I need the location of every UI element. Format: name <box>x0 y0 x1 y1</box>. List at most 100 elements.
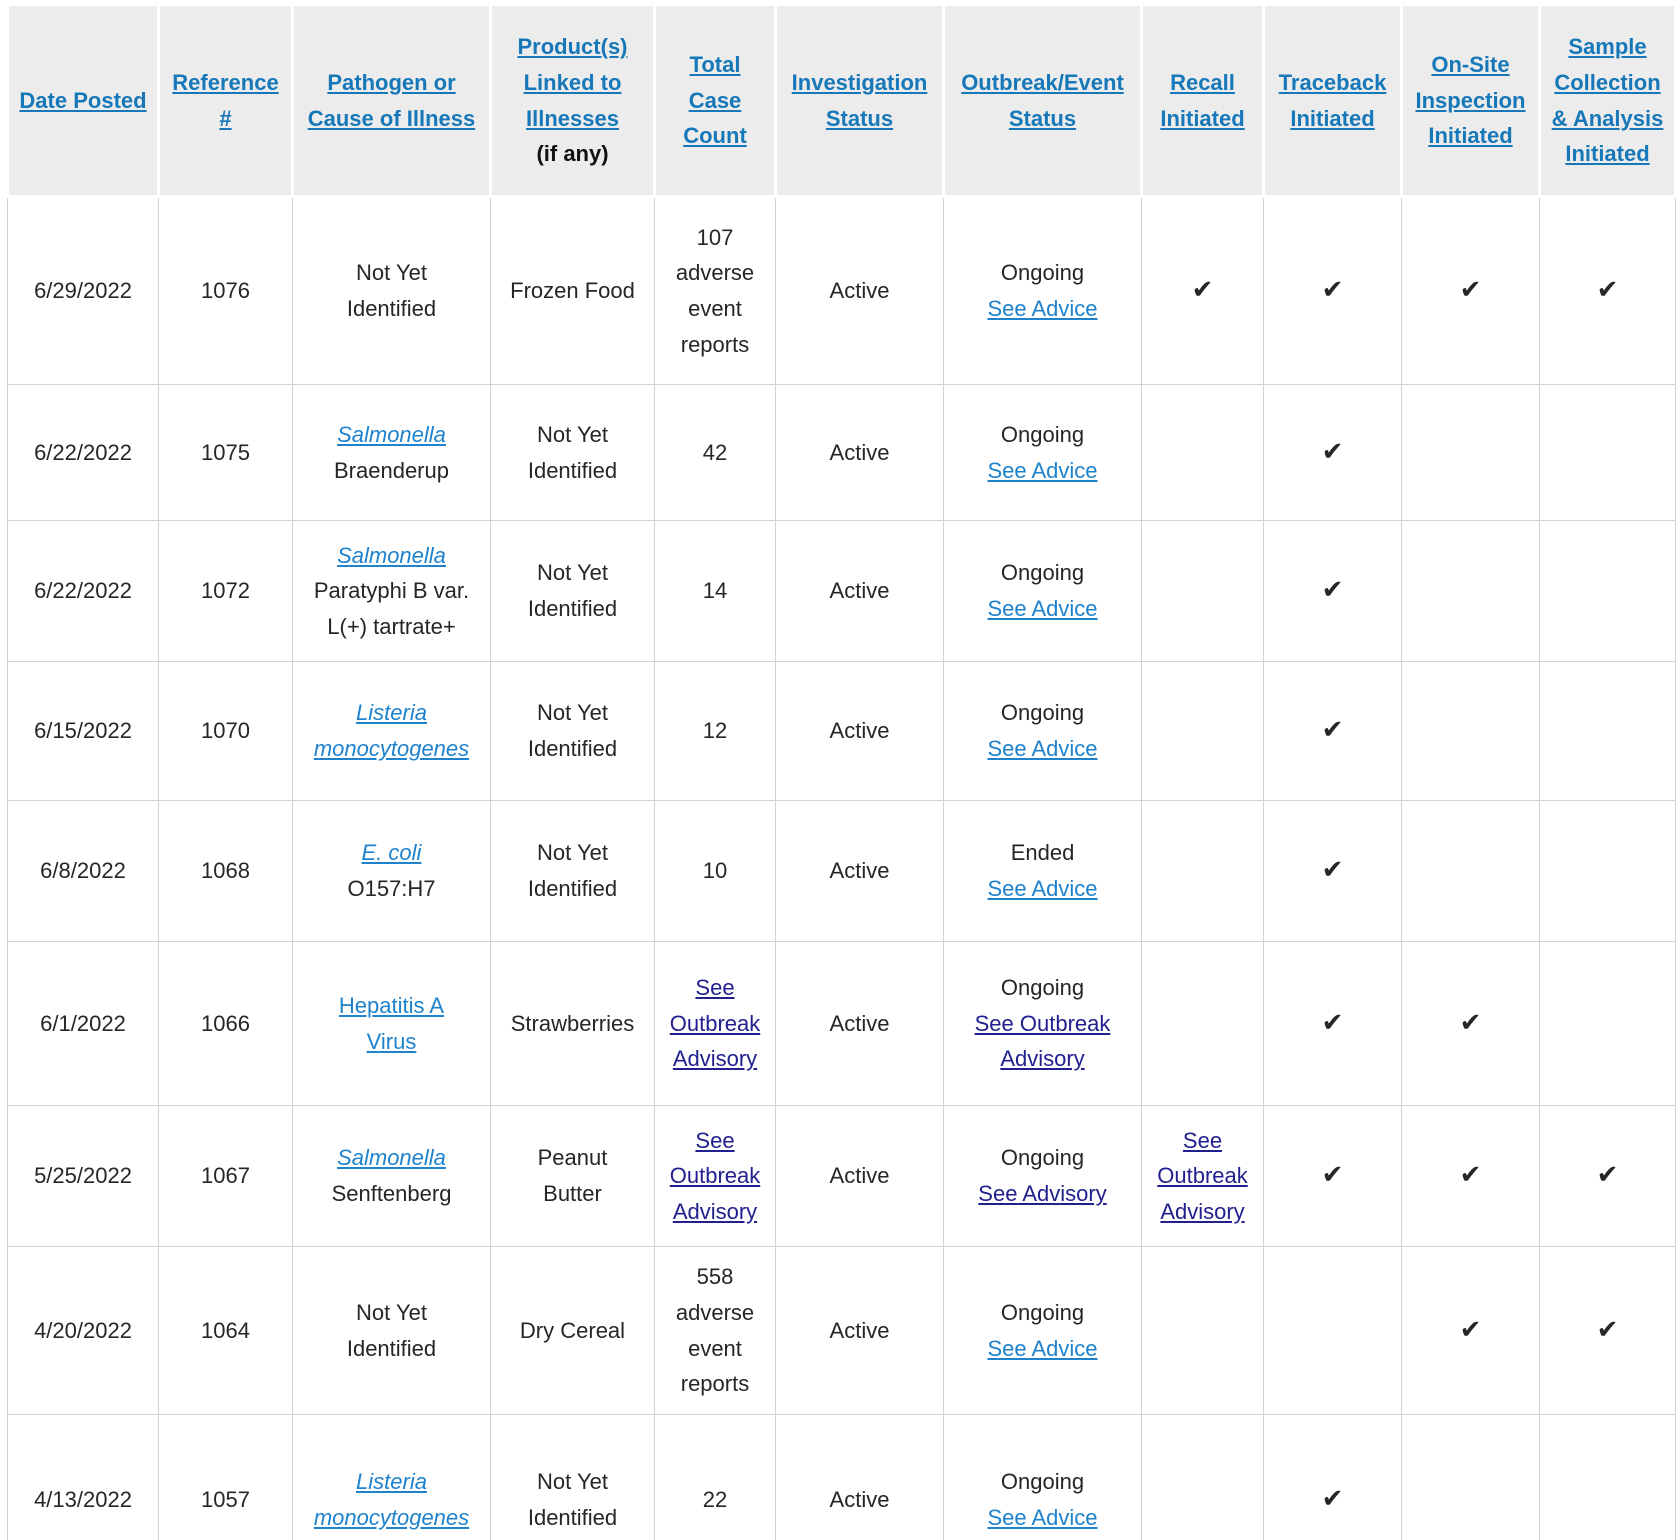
cell-case_count-text: 42 <box>702 439 728 465</box>
cell-recall <box>1141 1414 1264 1540</box>
cell-recall-visited-link[interactable]: See Outbreak Advisory <box>1157 1127 1248 1224</box>
cell-onsite <box>1401 800 1540 942</box>
header-pathogen-link[interactable]: Pathogen or Cause of Illness <box>307 69 476 131</box>
header-pathogen: Pathogen or Cause of Illness <box>291 3 492 198</box>
cell-outbreak-link[interactable]: See Advice <box>987 1335 1098 1361</box>
cell-investigation-text: Active <box>829 1317 890 1343</box>
cell-pathogen-link[interactable]: Listeria monocytogenes <box>313 1468 470 1530</box>
cell-outbreak: Ongoing See Advice <box>943 661 1142 801</box>
cell-pathogen: Salmonella Paratyphi B var. L(+) tartrate… <box>292 520 491 662</box>
header-onsite-link[interactable]: On-Site Inspection Initiated <box>1415 52 1526 149</box>
header-product-link[interactable]: Product(s) Linked to Illnesses <box>517 34 628 131</box>
cell-sample <box>1539 1414 1676 1540</box>
cell-outbreak: Ongoing See Advice <box>943 196 1142 385</box>
cell-product-text: Identified <box>527 876 618 901</box>
cell-product-text: Not Yet <box>537 560 608 586</box>
cell-case_count: 22 <box>654 1414 776 1540</box>
cell-sample <box>1539 384 1676 521</box>
cell-date-text: 5/25/2022 <box>34 1163 132 1189</box>
cell-investigation: Active <box>775 941 944 1106</box>
cell-reference: 1076 <box>158 196 293 385</box>
cell-pathogen-link[interactable]: Hepatitis A <box>338 992 445 1018</box>
cell-pathogen-link[interactable]: E. coli <box>361 840 422 866</box>
cell-reference: 1064 <box>158 1246 293 1415</box>
cell-pathogen-link[interactable]: Salmonella <box>337 421 446 447</box>
cell-sample <box>1539 520 1676 662</box>
cell-outbreak-link[interactable]: See Advice <box>987 876 1098 901</box>
check-icon: ✔ <box>1321 714 1344 745</box>
cell-outbreak-link[interactable]: See Advice <box>987 457 1098 483</box>
cell-reference-text: 1072 <box>201 578 250 604</box>
cell-product-text: Frozen Food <box>510 278 635 304</box>
cell-traceback <box>1263 1246 1402 1415</box>
cell-investigation-text: Active <box>829 1486 890 1512</box>
check-icon: ✔ <box>1459 1313 1482 1344</box>
cell-product-text: Not Yet <box>537 421 608 447</box>
cell-product-text: Strawberries <box>510 1010 635 1036</box>
cell-case_count-text: 12 <box>702 718 728 744</box>
cell-outbreak-text: Ongoing <box>1000 1468 1085 1494</box>
header-outbreak-link[interactable]: Outbreak/Event Status <box>961 69 1124 131</box>
header-product: Product(s) Linked to Illnesses (if any) <box>489 3 656 198</box>
cell-outbreak-text: Ongoing <box>1000 260 1085 286</box>
header-reference-link[interactable]: Reference # <box>172 69 279 131</box>
cell-case_count-visited-link[interactable]: See Outbreak Advisory <box>669 975 761 1072</box>
cell-recall <box>1141 520 1264 662</box>
cell-case_count-text: 14 <box>702 578 728 604</box>
cell-investigation-text: Active <box>829 718 890 744</box>
table-row: 5/25/2022 1067 Salmonella Senftenberg Peanut… <box>7 1105 1676 1247</box>
cell-product: Not Yet Identified <box>490 661 655 801</box>
cell-sample: ✔ <box>1539 1105 1676 1247</box>
cell-product: Not Yet Identified <box>490 384 655 521</box>
cell-reference: 1068 <box>158 800 293 942</box>
cell-product-text: Not Yet <box>537 1468 608 1494</box>
cell-outbreak-link[interactable]: See Advice <box>987 1504 1098 1530</box>
cell-pathogen: Salmonella Braenderup <box>292 384 491 521</box>
cell-outbreak-link[interactable]: See Advice <box>987 296 1098 321</box>
cell-traceback: ✔ <box>1263 661 1402 801</box>
cell-pathogen-link[interactable]: Listeria monocytogenes <box>313 700 470 761</box>
cell-date-text: 4/20/2022 <box>34 1317 132 1343</box>
cell-case_count: See Outbreak Advisory <box>654 1105 776 1247</box>
cell-pathogen-link[interactable]: Salmonella <box>337 1145 446 1171</box>
header-traceback-link[interactable]: Traceback Initiated <box>1278 69 1387 131</box>
header-row: Date Posted Reference # Pathogen or Cause … <box>6 3 1677 198</box>
cell-case_count-visited-link[interactable]: See Outbreak Advisory <box>669 1127 761 1224</box>
cell-reference-text: 1057 <box>201 1486 250 1512</box>
cell-investigation-text: Active <box>829 439 890 465</box>
cell-investigation-text: Active <box>829 278 890 304</box>
header-investigation-link[interactable]: Investigation Status <box>791 69 928 131</box>
cell-pathogen-link[interactable]: Salmonella <box>337 542 446 568</box>
cell-pathogen-link[interactable]: Virus <box>366 1028 417 1054</box>
cell-pathogen-text: Senftenberg <box>331 1181 452 1206</box>
cell-pathogen-text: Paratyphi B var. L(+) tartrate+ <box>313 578 470 639</box>
cell-product: Dry Cereal <box>490 1246 655 1415</box>
header-date: Date Posted <box>6 3 160 198</box>
cell-recall <box>1141 384 1264 521</box>
cell-outbreak-link[interactable]: See Advice <box>987 736 1098 761</box>
cell-date: 4/20/2022 <box>7 1246 159 1415</box>
cell-reference-text: 1070 <box>201 718 250 744</box>
header-sample-link[interactable]: Sample Collection & Analysis Initiated <box>1551 34 1664 167</box>
header-date-link[interactable]: Date Posted <box>19 87 147 113</box>
cell-case_count: 14 <box>654 520 776 662</box>
cell-recall: ✔ <box>1141 196 1264 385</box>
cell-pathogen: Salmonella Senftenberg <box>292 1105 491 1247</box>
cell-reference: 1070 <box>158 661 293 801</box>
cell-reference-text: 1068 <box>201 858 250 884</box>
header-case_count-link[interactable]: Total Case Count <box>683 52 747 149</box>
cell-outbreak-visited-link[interactable]: See Advisory <box>978 1181 1107 1206</box>
cell-case_count: 107 adverse event reports <box>654 196 776 385</box>
cell-outbreak: Ended See Advice <box>943 800 1142 942</box>
cell-traceback: ✔ <box>1263 941 1402 1106</box>
cell-case_count: 558 adverse event reports <box>654 1246 776 1415</box>
cell-onsite: ✔ <box>1401 1105 1540 1247</box>
cell-outbreak-visited-link[interactable]: See Outbreak Advisory <box>974 1010 1111 1072</box>
header-reference: Reference # <box>157 3 294 198</box>
cell-outbreak-link[interactable]: See Advice <box>987 596 1098 621</box>
cell-onsite: ✔ <box>1401 1246 1540 1415</box>
header-recall-link[interactable]: Recall Initiated <box>1160 69 1245 131</box>
cell-pathogen: Listeria monocytogenes <box>292 1414 491 1540</box>
check-icon: ✔ <box>1321 274 1344 305</box>
cell-pathogen: Listeria monocytogenes <box>292 661 491 801</box>
